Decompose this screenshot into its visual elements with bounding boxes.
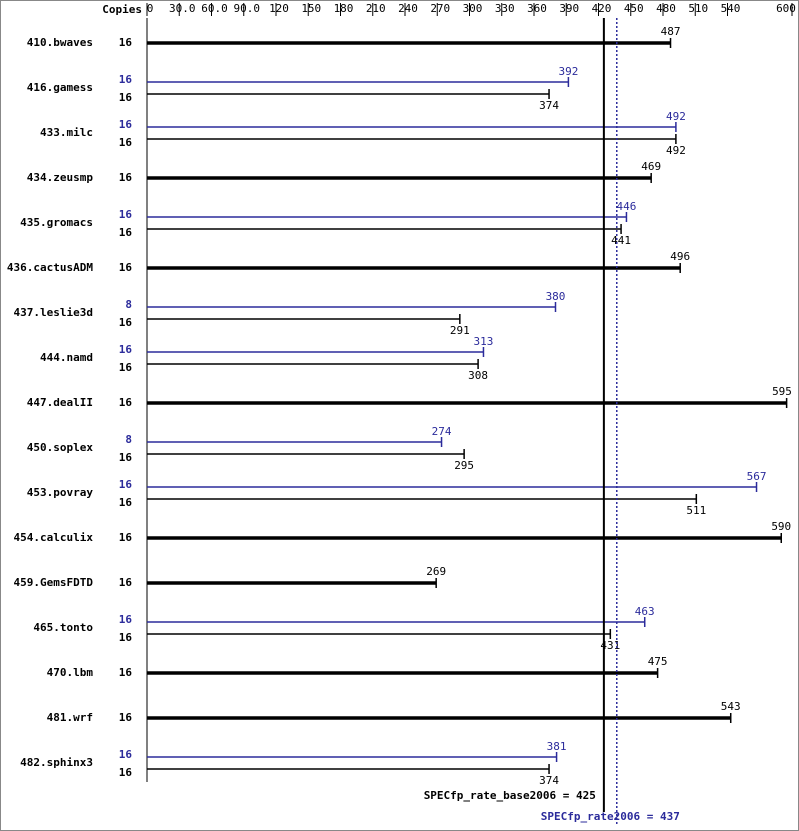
copies-label: 16 xyxy=(119,666,133,679)
copies-label: 16 xyxy=(119,136,133,149)
value-label: 381 xyxy=(547,740,567,753)
x-tick-label: 210 xyxy=(366,2,386,15)
copies-label: 16 xyxy=(119,226,133,239)
benchmark-label: 453.povray xyxy=(27,486,94,499)
x-tick-label: 450 xyxy=(624,2,644,15)
x-tick-label: 480 xyxy=(656,2,676,15)
value-label: 380 xyxy=(546,290,566,303)
x-tick-label: 270 xyxy=(430,2,450,15)
benchmark-label: 481.wrf xyxy=(47,711,93,724)
value-label: 496 xyxy=(670,250,690,263)
value-label: 291 xyxy=(450,324,470,337)
x-tick-label: 420 xyxy=(592,2,612,15)
x-tick-label: 120 xyxy=(269,2,289,15)
benchmark-label: 470.lbm xyxy=(47,666,94,679)
benchmark-label: 444.namd xyxy=(40,351,93,364)
value-label: 308 xyxy=(468,369,488,382)
benchmark-label: 436.cactusADM xyxy=(7,261,93,274)
benchmark-label: 459.GemsFDTD xyxy=(14,576,94,589)
x-tick-label: 30.0 xyxy=(169,2,196,15)
value-label: 595 xyxy=(772,385,792,398)
copies-label: 16 xyxy=(119,361,133,374)
value-label: 295 xyxy=(454,459,474,472)
value-label: 511 xyxy=(686,504,706,517)
copies-label: 16 xyxy=(119,631,133,644)
x-tick-label: 330 xyxy=(495,2,515,15)
x-tick-label: 180 xyxy=(334,2,354,15)
copies-label: 16 xyxy=(119,478,133,491)
copies-label: 16 xyxy=(119,711,133,724)
benchmark-label: 437.leslie3d xyxy=(14,306,93,319)
copies-label: 16 xyxy=(119,261,133,274)
x-tick-label: 0 xyxy=(147,2,154,15)
value-label: 567 xyxy=(747,470,767,483)
value-label: 475 xyxy=(648,655,668,668)
copies-label: 16 xyxy=(119,451,133,464)
copies-label: 16 xyxy=(119,496,133,509)
value-label: 374 xyxy=(539,774,559,787)
value-label: 313 xyxy=(474,335,494,348)
benchmark-label: 434.zeusmp xyxy=(27,171,94,184)
value-label: 492 xyxy=(666,144,686,157)
copies-header: Copies xyxy=(102,3,142,16)
benchmark-label: 433.milc xyxy=(40,126,93,139)
copies-label: 16 xyxy=(119,73,133,86)
benchmark-label: 435.gromacs xyxy=(20,216,93,229)
reference-label: SPECfp_rate_base2006 = 425 xyxy=(424,789,596,802)
copies-label: 16 xyxy=(119,118,133,131)
copies-label: 16 xyxy=(119,36,133,49)
benchmark-label: 465.tonto xyxy=(33,621,93,634)
x-tick-label: 90.0 xyxy=(234,2,261,15)
copies-label: 16 xyxy=(119,91,133,104)
x-tick-label: 240 xyxy=(398,2,418,15)
copies-label: 16 xyxy=(119,171,133,184)
copies-label: 16 xyxy=(119,208,133,221)
copies-label: 16 xyxy=(119,396,133,409)
reference-label: SPECfp_rate2006 = 437 xyxy=(541,810,680,823)
value-label: 446 xyxy=(617,200,637,213)
copies-label: 16 xyxy=(119,613,133,626)
copies-label: 16 xyxy=(119,766,133,779)
benchmark-label: 410.bwaves xyxy=(27,36,93,49)
x-tick-label: 300 xyxy=(463,2,483,15)
x-tick-label: 60.0 xyxy=(201,2,228,15)
value-label: 463 xyxy=(635,605,655,618)
x-tick-label: 150 xyxy=(301,2,321,15)
value-label: 487 xyxy=(661,25,681,38)
benchmark-label: 454.calculix xyxy=(14,531,94,544)
benchmark-label: 416.gamess xyxy=(27,81,93,94)
copies-label: 16 xyxy=(119,531,133,544)
copies-label: 16 xyxy=(119,576,133,589)
value-label: 469 xyxy=(641,160,661,173)
copies-label: 16 xyxy=(119,343,133,356)
x-tick-label: 600 xyxy=(776,2,796,15)
value-label: 274 xyxy=(432,425,452,438)
copies-label: 8 xyxy=(125,433,132,446)
x-tick-label: 390 xyxy=(559,2,579,15)
value-label: 590 xyxy=(771,520,791,533)
value-label: 492 xyxy=(666,110,686,123)
value-label: 392 xyxy=(558,65,578,78)
value-label: 431 xyxy=(600,639,620,652)
copies-label: 16 xyxy=(119,316,133,329)
x-tick-label: 510 xyxy=(688,2,708,15)
benchmark-label: 482.sphinx3 xyxy=(20,756,93,769)
value-label: 269 xyxy=(426,565,446,578)
value-label: 374 xyxy=(539,99,559,112)
copies-label: 16 xyxy=(119,748,133,761)
copies-label: 8 xyxy=(125,298,132,311)
value-label: 441 xyxy=(611,234,631,247)
benchmark-label: 447.dealII xyxy=(27,396,93,409)
benchmark-label: 450.soplex xyxy=(27,441,94,454)
x-tick-label: 540 xyxy=(721,2,741,15)
value-label: 543 xyxy=(721,700,741,713)
x-tick-label: 360 xyxy=(527,2,547,15)
